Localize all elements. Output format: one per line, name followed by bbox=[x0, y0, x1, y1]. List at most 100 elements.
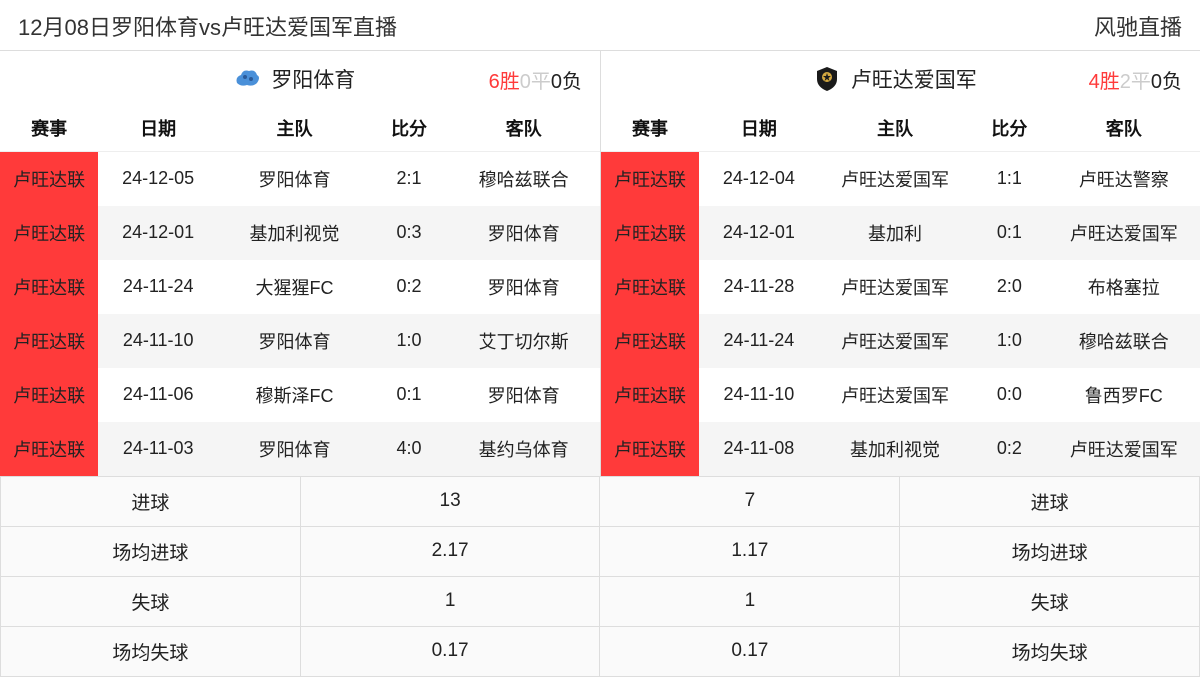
score-cell: 1:1 bbox=[971, 152, 1047, 206]
right-team-logo-icon bbox=[811, 63, 843, 95]
right-conceded-value: 1 bbox=[600, 576, 900, 626]
date-cell: 24-11-10 bbox=[98, 314, 218, 368]
right-wins: 4胜 bbox=[1089, 71, 1120, 93]
date-cell: 24-11-28 bbox=[699, 260, 819, 314]
league-cell: 卢旺达联 bbox=[601, 368, 699, 422]
left-table-header-row: 赛事 日期 主队 比分 客队 bbox=[0, 105, 600, 152]
left-team-name: 罗阳体育 bbox=[271, 64, 355, 94]
league-cell: 卢旺达联 bbox=[601, 260, 699, 314]
col-away: 客队 bbox=[447, 105, 600, 152]
left-wins: 6胜 bbox=[489, 71, 520, 93]
comparison-panels: 罗阳体育 6胜0平0负 赛事 日期 主队 比分 客队 卢旺达联24-12-05罗… bbox=[0, 50, 1200, 476]
left-losses: 0负 bbox=[551, 71, 582, 93]
stats-row-avg-conceded: 场均失球 0.17 0.17 场均失球 bbox=[1, 626, 1200, 676]
col-date: 日期 bbox=[98, 105, 218, 152]
table-row[interactable]: 卢旺达联24-12-04卢旺达爱国军1:1卢旺达警察 bbox=[601, 152, 1200, 206]
table-row[interactable]: 卢旺达联24-11-10罗阳体育1:0艾丁切尔斯 bbox=[0, 314, 600, 368]
left-goals-value: 13 bbox=[300, 476, 600, 526]
right-team-header: 卢旺达爱国军 4胜2平0负 bbox=[601, 51, 1200, 105]
date-cell: 24-11-03 bbox=[98, 422, 218, 476]
home-cell: 卢旺达爱国军 bbox=[819, 368, 971, 422]
date-cell: 24-11-24 bbox=[699, 314, 819, 368]
right-team-record: 4胜2平0负 bbox=[1089, 65, 1182, 94]
away-cell: 穆哈兹联合 bbox=[1048, 314, 1200, 368]
table-row[interactable]: 卢旺达联24-11-03罗阳体育4:0基约乌体育 bbox=[0, 422, 600, 476]
page-header: 12月08日罗阳体育vs卢旺达爱国军直播 风驰直播 bbox=[0, 0, 1200, 50]
right-draws: 2平 bbox=[1120, 71, 1151, 93]
league-cell: 卢旺达联 bbox=[601, 422, 699, 476]
left-avg-conceded-label: 场均失球 bbox=[1, 626, 301, 676]
away-cell: 卢旺达爱国军 bbox=[1048, 422, 1200, 476]
home-cell: 卢旺达爱国军 bbox=[819, 314, 971, 368]
table-row[interactable]: 卢旺达联24-11-28卢旺达爱国军2:0布格塞拉 bbox=[601, 260, 1200, 314]
table-row[interactable]: 卢旺达联24-11-24卢旺达爱国军1:0穆哈兹联合 bbox=[601, 314, 1200, 368]
col-home: 主队 bbox=[218, 105, 371, 152]
away-cell: 罗阳体育 bbox=[447, 260, 600, 314]
home-cell: 罗阳体育 bbox=[218, 422, 371, 476]
away-cell: 罗阳体育 bbox=[447, 206, 600, 260]
date-cell: 24-11-06 bbox=[98, 368, 218, 422]
score-cell: 0:2 bbox=[371, 260, 447, 314]
right-avg-conceded-label: 场均失球 bbox=[900, 626, 1200, 676]
left-match-table: 赛事 日期 主队 比分 客队 卢旺达联24-12-05罗阳体育2:1穆哈兹联合卢… bbox=[0, 105, 600, 476]
left-team-header: 罗阳体育 6胜0平0负 bbox=[0, 51, 600, 105]
left-team-logo-icon bbox=[231, 63, 263, 95]
away-cell: 艾丁切尔斯 bbox=[447, 314, 600, 368]
score-cell: 4:0 bbox=[371, 422, 447, 476]
col-date: 日期 bbox=[699, 105, 819, 152]
score-cell: 0:1 bbox=[371, 368, 447, 422]
right-avg-goals-value: 1.17 bbox=[600, 526, 900, 576]
table-row[interactable]: 卢旺达联24-12-01基加利视觉0:3罗阳体育 bbox=[0, 206, 600, 260]
league-cell: 卢旺达联 bbox=[0, 422, 98, 476]
col-league: 赛事 bbox=[601, 105, 699, 152]
away-cell: 布格塞拉 bbox=[1048, 260, 1200, 314]
site-brand: 风驰直播 bbox=[1094, 10, 1182, 42]
score-cell: 1:0 bbox=[371, 314, 447, 368]
col-score: 比分 bbox=[371, 105, 447, 152]
table-row[interactable]: 卢旺达联24-11-10卢旺达爱国军0:0鲁西罗FC bbox=[601, 368, 1200, 422]
right-avg-goals-label: 场均进球 bbox=[900, 526, 1200, 576]
right-table-header-row: 赛事 日期 主队 比分 客队 bbox=[601, 105, 1200, 152]
home-cell: 穆斯泽FC bbox=[218, 368, 371, 422]
page-title: 12月08日罗阳体育vs卢旺达爱国军直播 bbox=[18, 10, 397, 42]
stats-row-avg-goals: 场均进球 2.17 1.17 场均进球 bbox=[1, 526, 1200, 576]
home-cell: 大猩猩FC bbox=[218, 260, 371, 314]
league-cell: 卢旺达联 bbox=[0, 206, 98, 260]
col-league: 赛事 bbox=[0, 105, 98, 152]
table-row[interactable]: 卢旺达联24-12-05罗阳体育2:1穆哈兹联合 bbox=[0, 152, 600, 206]
score-cell: 0:2 bbox=[971, 422, 1047, 476]
away-cell: 穆哈兹联合 bbox=[447, 152, 600, 206]
home-cell: 卢旺达爱国军 bbox=[819, 260, 971, 314]
col-score: 比分 bbox=[971, 105, 1047, 152]
left-draws: 0平 bbox=[520, 71, 551, 93]
league-cell: 卢旺达联 bbox=[0, 368, 98, 422]
league-cell: 卢旺达联 bbox=[0, 314, 98, 368]
date-cell: 24-11-08 bbox=[699, 422, 819, 476]
home-cell: 卢旺达爱国军 bbox=[819, 152, 971, 206]
right-team-panel: 卢旺达爱国军 4胜2平0负 赛事 日期 主队 比分 客队 卢旺达联24-12-0… bbox=[600, 50, 1200, 476]
home-cell: 基加利视觉 bbox=[218, 206, 371, 260]
table-row[interactable]: 卢旺达联24-11-08基加利视觉0:2卢旺达爱国军 bbox=[601, 422, 1200, 476]
score-cell: 0:0 bbox=[971, 368, 1047, 422]
table-row[interactable]: 卢旺达联24-12-01基加利0:1卢旺达爱国军 bbox=[601, 206, 1200, 260]
league-cell: 卢旺达联 bbox=[601, 206, 699, 260]
right-conceded-label: 失球 bbox=[900, 576, 1200, 626]
home-cell: 罗阳体育 bbox=[218, 152, 371, 206]
score-cell: 2:1 bbox=[371, 152, 447, 206]
away-cell: 鲁西罗FC bbox=[1048, 368, 1200, 422]
score-cell: 0:1 bbox=[971, 206, 1047, 260]
table-row[interactable]: 卢旺达联24-11-06穆斯泽FC0:1罗阳体育 bbox=[0, 368, 600, 422]
away-cell: 罗阳体育 bbox=[447, 368, 600, 422]
score-cell: 0:3 bbox=[371, 206, 447, 260]
date-cell: 24-11-10 bbox=[699, 368, 819, 422]
away-cell: 卢旺达警察 bbox=[1048, 152, 1200, 206]
left-team-panel: 罗阳体育 6胜0平0负 赛事 日期 主队 比分 客队 卢旺达联24-12-05罗… bbox=[0, 50, 600, 476]
score-cell: 1:0 bbox=[971, 314, 1047, 368]
league-cell: 卢旺达联 bbox=[0, 260, 98, 314]
left-team-name-wrap: 罗阳体育 bbox=[231, 63, 355, 95]
right-team-name-wrap: 卢旺达爱国军 bbox=[811, 63, 977, 95]
col-away: 客队 bbox=[1048, 105, 1200, 152]
left-conceded-label: 失球 bbox=[1, 576, 301, 626]
away-cell: 卢旺达爱国军 bbox=[1048, 206, 1200, 260]
table-row[interactable]: 卢旺达联24-11-24大猩猩FC0:2罗阳体育 bbox=[0, 260, 600, 314]
